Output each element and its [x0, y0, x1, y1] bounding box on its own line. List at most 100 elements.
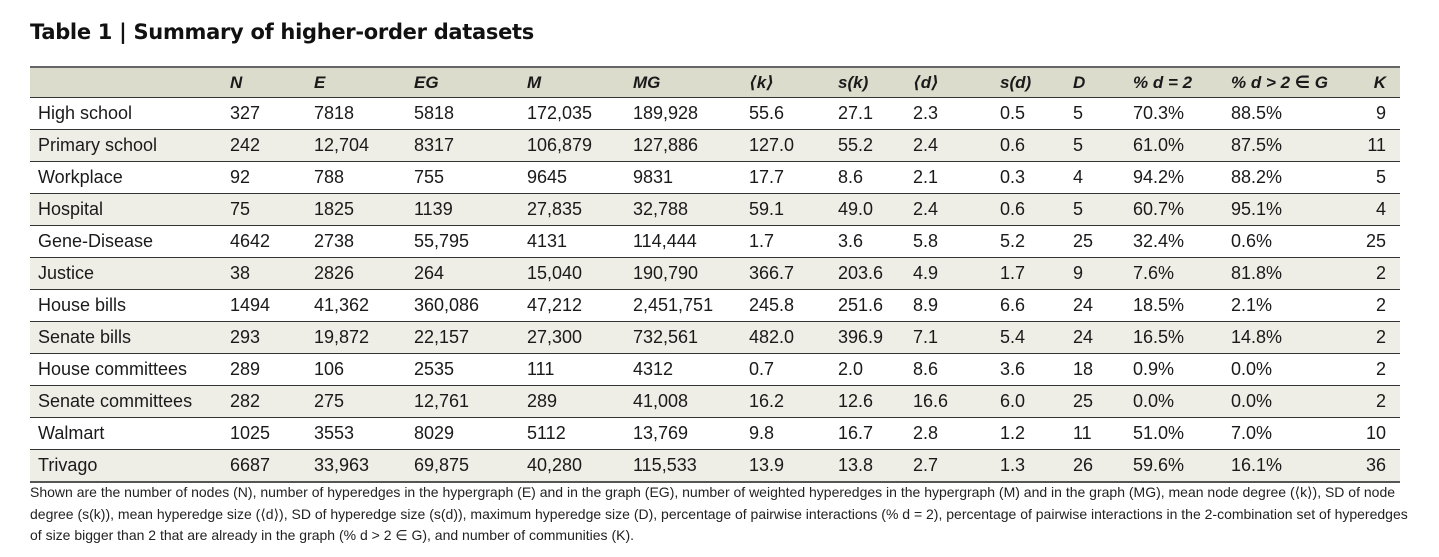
table-cell: 106 [314, 353, 414, 386]
table-cell: 4312 [633, 353, 749, 386]
table-cell: 242 [230, 129, 314, 162]
table-cell: 27.1 [838, 97, 913, 130]
table-cell: 2.3 [913, 97, 1000, 130]
table-cell: 1139 [414, 193, 527, 226]
table-cell: 788 [314, 161, 414, 194]
table-cell: 1825 [314, 193, 414, 226]
table-cell: 2826 [314, 257, 414, 290]
table-cell: 203.6 [838, 257, 913, 290]
table-row: House committees 289 106 2535 111 4312 0.7 2.0 8… [30, 353, 1400, 386]
dataset-name-cell: High school [30, 97, 230, 130]
table-cell: 111 [527, 353, 633, 386]
table-cell: 275 [314, 385, 414, 418]
table-cell: 27,300 [527, 321, 633, 354]
dataset-name-cell: Senate committees [30, 385, 230, 418]
table-cell: 9831 [633, 161, 749, 194]
table-cell: 482.0 [749, 321, 838, 354]
table-cell: 5.2 [1000, 225, 1073, 258]
table-cell: 7.1 [913, 321, 1000, 354]
table-cell: 5 [1073, 129, 1133, 162]
table-cell: 1.7 [749, 225, 838, 258]
table-cell: 2 [1336, 289, 1400, 322]
table-cell: 60.7% [1133, 193, 1231, 226]
table-cell: 49.0 [838, 193, 913, 226]
column-header: ⟨k⟩ [749, 66, 838, 98]
table-cell: 9 [1336, 97, 1400, 130]
table-cell: 13,769 [633, 417, 749, 450]
table-cell: 2.7 [913, 449, 1000, 483]
table-cell: 190,790 [633, 257, 749, 290]
column-header: EG [414, 66, 527, 98]
table-cell: 32.4% [1133, 225, 1231, 258]
table-cell: 2.0 [838, 353, 913, 386]
table-cell: 22,157 [414, 321, 527, 354]
table-cell: 2738 [314, 225, 414, 258]
table-cell: 0.6 [1000, 129, 1073, 162]
column-header: s(k) [838, 66, 913, 98]
table-row: Walmart 1025 3553 8029 5112 13,769 9.8 16.7 2.8 1… [30, 417, 1400, 450]
table-cell: 11 [1073, 417, 1133, 450]
table-row: Hospital 75 1825 1139 27,835 32,788 59.1 49.0 2.… [30, 193, 1400, 226]
table-cell: 17.7 [749, 161, 838, 194]
table-caption: Shown are the number of nodes (N), numbe… [30, 484, 1408, 543]
table-cell: 5818 [414, 97, 527, 130]
column-header: M [527, 66, 633, 98]
table-row: House bills 1494 41,362 360,086 47,212 2,451,… [30, 289, 1400, 322]
table-cell: 61.0% [1133, 129, 1231, 162]
table-cell: 8.9 [913, 289, 1000, 322]
table-cell: 2 [1336, 321, 1400, 354]
column-header: % d = 2 [1133, 66, 1231, 98]
table-cell: 6687 [230, 449, 314, 483]
table-cell: 8.6 [913, 353, 1000, 386]
table-cell: 732,561 [633, 321, 749, 354]
table-cell: 0.0% [1231, 353, 1336, 386]
table-cell: 127.0 [749, 129, 838, 162]
table-cell: 55.6 [749, 97, 838, 130]
table-cell: 396.9 [838, 321, 913, 354]
table-cell: 1025 [230, 417, 314, 450]
table-cell: 0.0% [1231, 385, 1336, 418]
datasets-table: N E EG M MG ⟨k⟩ s(k) ⟨d⟩ s(d) D% d = 2% d > 2 ∈ G… [30, 66, 1400, 483]
table-cell: 2,451,751 [633, 289, 749, 322]
table-cell: 87.5% [1231, 129, 1336, 162]
table-cell: 16.7 [838, 417, 913, 450]
table-cell: 114,444 [633, 225, 749, 258]
table-cell: 92 [230, 161, 314, 194]
table-cell: 41,362 [314, 289, 414, 322]
table-cell: 59.1 [749, 193, 838, 226]
table-cell: 289 [230, 353, 314, 386]
table-cell: 36 [1336, 449, 1400, 483]
table-cell: 9.8 [749, 417, 838, 450]
table-row: Senate committees 282 275 12,761 289 41,008 16… [30, 385, 1400, 418]
dataset-name-cell: Gene-Disease [30, 225, 230, 258]
table-cell: 4642 [230, 225, 314, 258]
table-cell: 75 [230, 193, 314, 226]
table-cell: 7.0% [1231, 417, 1336, 450]
dataset-name-cell: Justice [30, 257, 230, 290]
table-cell: 2.4 [913, 193, 1000, 226]
table-cell: 51.0% [1133, 417, 1231, 450]
table-cell: 0.6% [1231, 225, 1336, 258]
table-cell: 5 [1073, 193, 1133, 226]
table-header-row: N E EG M MG ⟨k⟩ s(k) ⟨d⟩ s(d) D% d = 2% d > 2 ∈ G… [30, 66, 1400, 98]
table-cell: 0.3 [1000, 161, 1073, 194]
table-cell: 47,212 [527, 289, 633, 322]
table-row: Gene-Disease 4642 2738 55,795 4131 114,444 1.7… [30, 225, 1400, 258]
table-cell: 18 [1073, 353, 1133, 386]
table-cell: 70.3% [1133, 97, 1231, 130]
column-header: N [230, 66, 314, 98]
table-cell: 95.1% [1231, 193, 1336, 226]
column-header: s(d) [1000, 66, 1073, 98]
table-cell: 360,086 [414, 289, 527, 322]
table-cell: 2.8 [913, 417, 1000, 450]
table-cell: 1.2 [1000, 417, 1073, 450]
table-cell: 12,761 [414, 385, 527, 418]
table-row: Justice 38 2826 264 15,040 190,790 366.7 203.6 4… [30, 257, 1400, 290]
dataset-name-cell: House committees [30, 353, 230, 386]
table-cell: 24 [1073, 321, 1133, 354]
table-cell: 27,835 [527, 193, 633, 226]
table-cell: 9645 [527, 161, 633, 194]
table-cell: 327 [230, 97, 314, 130]
table-cell: 38 [230, 257, 314, 290]
table-cell: 293 [230, 321, 314, 354]
